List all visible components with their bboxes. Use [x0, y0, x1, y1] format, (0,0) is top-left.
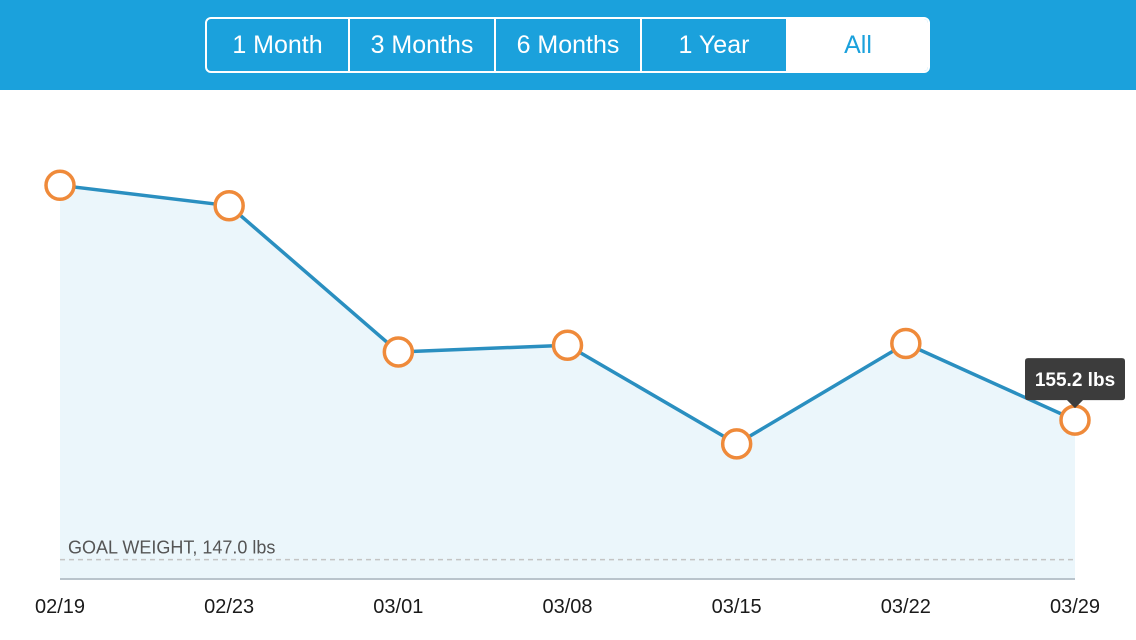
data-point-02-19[interactable] — [44, 169, 76, 202]
range-6-months-button[interactable]: 6 Months — [496, 19, 642, 71]
x-tick-label: 03/01 — [373, 596, 423, 618]
x-tick-label: 03/29 — [1050, 596, 1100, 618]
x-tick-label: 03/08 — [542, 596, 592, 618]
data-point-03-15[interactable] — [720, 428, 753, 460]
goal-weight-label: GOAL WEIGHT, 147.0 lbs — [68, 538, 275, 558]
data-point-03-01[interactable] — [382, 336, 415, 368]
range-3-months-button[interactable]: 3 Months — [350, 19, 496, 71]
range-all-button[interactable]: All — [788, 19, 928, 71]
weight-area-fill — [60, 185, 1075, 580]
header-bar: 1 Month 3 Months 6 Months 1 Year All — [0, 0, 1136, 90]
x-tick-labels: 02/19 02/23 03/01 03/08 03/15 03/22 03/29 — [35, 596, 1100, 618]
weight-chart: GOAL WEIGHT, 147.0 lbs 02/19 02/23 03/01 03… — [35, 169, 1125, 618]
x-tick-label: 02/23 — [204, 596, 254, 618]
range-1-month-button[interactable]: 1 Month — [207, 19, 350, 71]
x-tick-label: 03/22 — [881, 596, 931, 618]
tooltip-label: 155.2 lbs — [1035, 370, 1115, 391]
x-tick-label: 03/15 — [712, 596, 762, 618]
data-point-03-22[interactable] — [890, 327, 922, 360]
value-tooltip: 155.2 lbs — [1025, 358, 1125, 409]
x-tick-label: 02/19 — [35, 596, 85, 618]
data-point-03-08[interactable] — [551, 329, 584, 361]
data-point-03-29[interactable] — [1059, 404, 1091, 436]
data-point-02-23[interactable] — [213, 189, 245, 222]
range-1-year-button[interactable]: 1 Year — [642, 19, 788, 71]
tooltip-box — [1025, 358, 1125, 409]
range-selector: 1 Month 3 Months 6 Months 1 Year All — [205, 17, 930, 73]
